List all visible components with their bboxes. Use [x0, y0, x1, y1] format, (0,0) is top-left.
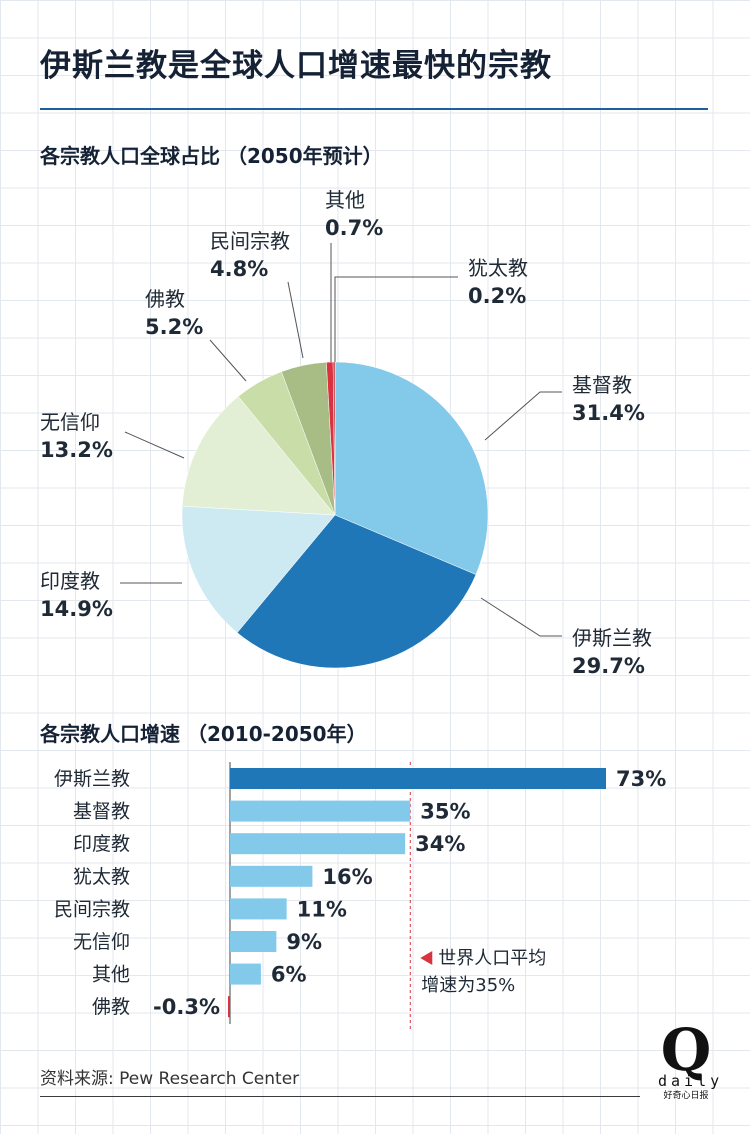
pie-label: 基督教	[572, 373, 632, 397]
bar-value-label: 9%	[286, 930, 322, 954]
page-title: 伊斯兰教是全球人口增速最快的宗教	[40, 48, 552, 84]
bar	[230, 800, 411, 822]
pie-label: 佛教	[145, 287, 185, 311]
pie-label: 犹太教	[468, 256, 528, 280]
bar	[230, 898, 287, 920]
bar-category-label: 印度教	[73, 833, 130, 855]
bar-value-label: -0.3%	[153, 995, 220, 1019]
logo-letter: Q	[660, 1016, 712, 1084]
pie-label: 印度教	[40, 569, 100, 593]
bar-category-label: 其他	[92, 964, 130, 986]
pie-percentage: 5.2%	[145, 315, 203, 339]
pie-slice-1	[236, 514, 477, 669]
bar	[230, 768, 606, 789]
bar	[230, 963, 261, 985]
pie-chart: 基督教 31.4% 伊斯兰教 29.7% 印度教 14.9% 无信仰 13.2% 佛教 5.2% 民…	[40, 188, 652, 678]
pie-callout-line	[484, 391, 562, 441]
pie-percentage: 0.7%	[325, 216, 383, 240]
bar-value-label: 11%	[297, 897, 347, 921]
pie-label: 伊斯兰教	[572, 626, 652, 650]
pie-callout-line	[334, 276, 458, 362]
pie-label: 其他	[325, 188, 365, 212]
pie-chart-title: 各宗教人口全球占比 （2050年预计）	[40, 144, 383, 168]
bar-value-label: 73%	[616, 767, 666, 791]
logo-tagline: 好奇心日报	[663, 1091, 709, 1101]
bar	[228, 996, 230, 1018]
bar-value-label: 16%	[322, 865, 372, 889]
bar-category-label: 无信仰	[73, 931, 130, 953]
bar-category-label: 犹太教	[73, 866, 130, 888]
average-marker-icon	[420, 951, 433, 965]
average-note: 增速为35%	[421, 975, 515, 996]
average-note: 世界人口平均	[438, 948, 546, 969]
logo-word: daily	[658, 1072, 724, 1090]
pie-percentage: 4.8%	[210, 257, 268, 281]
pie-callout-line	[209, 339, 247, 382]
bar-category-label: 佛教	[92, 996, 130, 1018]
pie-percentage: 0.2%	[468, 284, 526, 308]
footer-divider	[40, 1096, 640, 1097]
source-note: 资料来源: Pew Research Center	[40, 1069, 300, 1089]
pie-callout-line	[480, 597, 562, 637]
bar-value-label: 35%	[420, 800, 470, 824]
bar-value-label: 34%	[415, 832, 465, 856]
bar-category-label: 伊斯兰教	[54, 768, 130, 790]
pie-percentage: 14.9%	[40, 597, 113, 621]
pie-percentage: 13.2%	[40, 438, 113, 462]
pie-slice-3	[181, 396, 336, 516]
pie-label: 民间宗教	[210, 229, 290, 253]
bar-value-label: 6%	[271, 963, 307, 987]
pie-label: 无信仰	[40, 410, 100, 434]
pie-callout-line	[287, 281, 304, 359]
bar-chart: 伊斯兰教 73% 基督教 35% 印度教 34% 犹太教 16% 民间宗教 11% 无信仰 9% 其他 6…	[54, 762, 666, 1030]
pie-callout-line	[124, 431, 185, 459]
pie-slice-0	[334, 361, 489, 575]
pie-percentage: 29.7%	[572, 654, 645, 678]
pie-slice-2	[181, 505, 336, 634]
bar	[230, 833, 406, 855]
bar	[230, 931, 277, 952]
bar-category-label: 民间宗教	[54, 898, 130, 920]
bar-category-label: 基督教	[73, 801, 130, 823]
pie-percentage: 31.4%	[572, 401, 645, 425]
bar	[230, 865, 313, 887]
bar-chart-title: 各宗教人口增速 （2010-2050年）	[40, 722, 367, 746]
title-divider	[40, 108, 708, 110]
brand-logo: Q daily 好奇心日报	[658, 1016, 724, 1120]
